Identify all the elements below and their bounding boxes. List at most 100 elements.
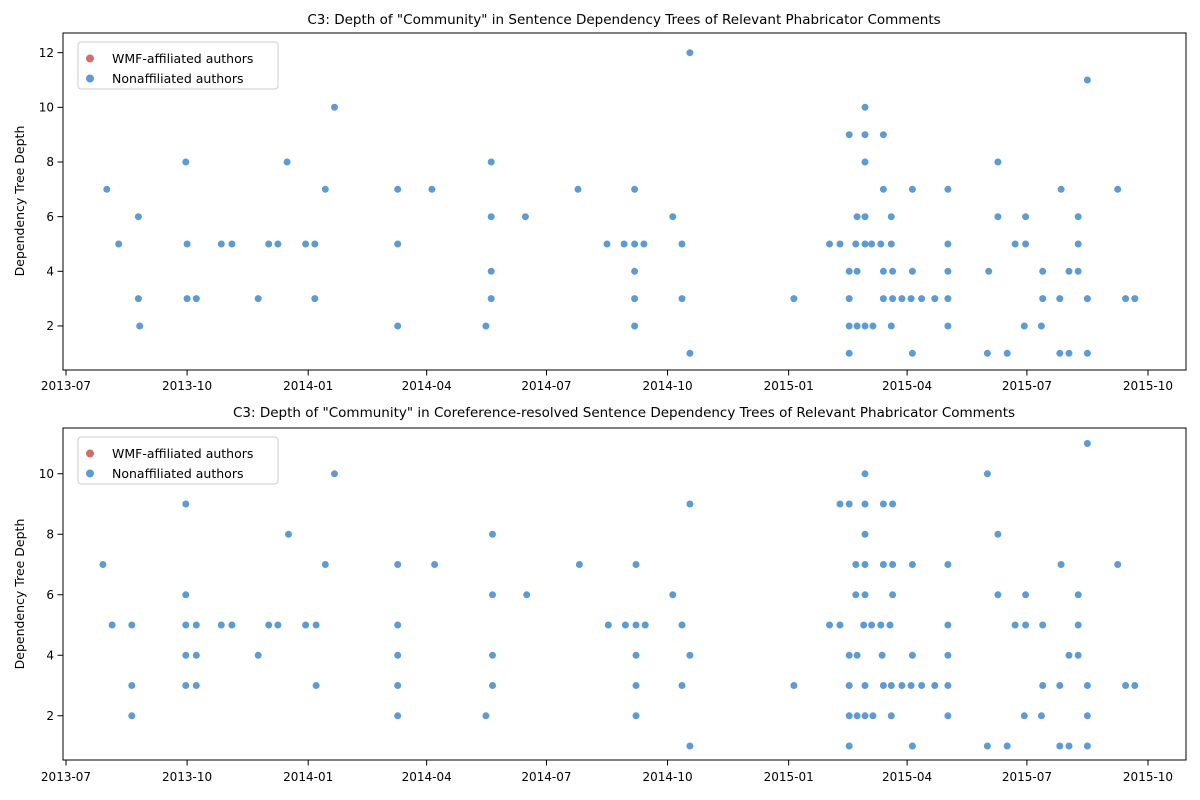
x-tick-label: 2015-01 [764,379,814,393]
data-point [861,103,869,111]
data-point [983,742,991,750]
data-point [879,561,887,568]
x-tick-label: 2015-10 [1123,770,1173,784]
data-point [898,682,906,689]
x-tick-label: 2015-10 [1123,379,1173,393]
data-point [1114,561,1122,568]
data-point [889,591,897,599]
data-point [302,240,310,248]
data-point [877,621,885,629]
data-point [944,322,952,330]
data-point [1074,213,1082,221]
y-tick-label: 4 [46,648,54,662]
data-point [394,682,402,689]
data-point [879,267,887,275]
data-point [1122,295,1130,303]
data-point [1022,213,1030,221]
data-point [879,500,887,508]
data-point [1122,682,1130,689]
data-point [908,349,916,357]
data-point [192,682,200,689]
data-point [889,500,897,508]
legend-label-nonaffiliated: Nonaffiliated authors [112,466,243,481]
data-point [994,213,1002,221]
data-point [631,185,639,193]
data-point [686,49,694,57]
legend-label-wmf: WMF-affiliated authors [112,51,253,66]
data-point [889,561,897,568]
data-point [1011,621,1019,629]
plot-border [62,427,1187,761]
data-point [1114,185,1122,193]
data-point [861,500,869,508]
data-point [852,591,860,599]
x-tick-label: 2015-07 [1002,770,1052,784]
data-point [836,240,844,248]
data-point [1131,295,1139,303]
data-point [868,240,876,248]
data-point [632,561,640,568]
data-point [686,349,694,357]
data-point [574,185,582,193]
data-point [845,742,853,750]
x-tick-label: 2014-01 [283,770,333,784]
data-point [686,500,694,508]
data-point [128,621,136,629]
data-point [632,682,640,689]
data-point [1039,295,1047,303]
data-point [487,158,495,166]
x-tick-label: 2015-01 [764,770,814,784]
data-point [1074,267,1082,275]
data-point [1083,682,1091,689]
data-point [1022,240,1030,248]
x-tick-label: 2014-01 [283,379,333,393]
data-point [482,712,490,720]
data-point [1003,742,1011,750]
data-point [631,322,639,330]
data-point [1039,621,1047,629]
data-point [523,591,531,599]
y-axis-label: Dependency Tree Depth [12,519,27,670]
data-point [826,240,833,248]
data-point [1039,682,1047,689]
data-point [861,591,869,599]
data-point [878,651,886,659]
data-point [1083,349,1091,357]
data-point [931,682,939,689]
data-point [331,470,338,478]
data-point [845,651,853,659]
data-point [944,295,952,303]
data-point [1131,682,1139,689]
data-point [321,185,329,193]
data-point [217,240,225,248]
data-point [879,131,887,139]
data-point [931,295,939,303]
data-point [860,621,868,629]
data-point [1083,295,1091,303]
data-point [686,742,694,750]
data-point [283,158,291,166]
data-point [1039,267,1047,275]
data-point [845,500,853,508]
x-tick-label: 2014-04 [402,379,452,393]
data-point [790,295,798,303]
x-tick-label: 2015-04 [882,770,932,784]
data-point [99,561,107,568]
data-point [918,682,926,689]
data-point [1057,561,1065,568]
data-point [489,682,496,689]
data-point [944,185,952,193]
data-point [853,322,861,330]
data-point [431,561,439,568]
y-tick-label: 8 [46,155,54,169]
data-point [620,240,628,248]
data-point [887,712,895,720]
data-point [428,185,436,193]
data-point [861,158,869,166]
data-point [944,621,952,629]
legend: WMF-affiliated authors Nonaffiliated aut… [77,436,279,485]
data-point [128,712,136,720]
data-point [632,712,640,720]
data-point [192,651,200,659]
data-point [1083,440,1091,447]
